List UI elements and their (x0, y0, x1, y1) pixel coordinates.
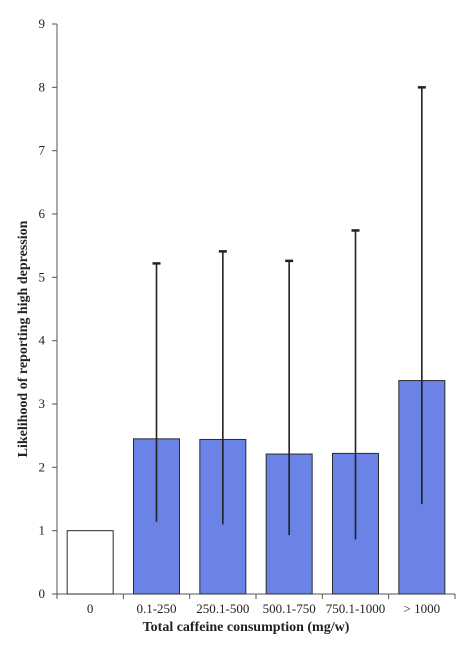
y-tick-label: 1 (39, 523, 46, 538)
y-tick-label: 0 (39, 586, 46, 601)
y-tick-label: 6 (39, 206, 46, 221)
y-tick-label: 9 (39, 16, 46, 31)
bar-0 (66, 530, 114, 595)
y-tick-label: 5 (39, 269, 46, 284)
y-tick-label: 8 (39, 79, 46, 94)
y-tick-label: 4 (39, 333, 46, 348)
y-axis: 0 1 2 3 4 5 6 7 8 9 (39, 16, 58, 601)
x-tick-label: 250.1-500 (196, 601, 249, 616)
y-tick-label: 7 (39, 143, 46, 158)
x-axis: 0 0.1-250 250.1-500 500.1-750 750.1-1000 > 10… (56, 593, 456, 616)
x-tick-label: 0.1-250 (136, 601, 176, 616)
x-tick-label: 750.1-1000 (326, 601, 386, 616)
x-tick-label: 0 (87, 601, 94, 616)
y-tick-label: 3 (39, 396, 46, 411)
x-tick-label: 500.1-750 (263, 601, 316, 616)
x-axis-title: Total caffeine consumption (mg/w) (143, 620, 350, 635)
x-tick-label: > 1000 (404, 601, 441, 616)
y-tick-label: 2 (39, 459, 46, 474)
error-bars (152, 86, 426, 540)
bars (66, 380, 446, 595)
y-axis-title: Likelihood of reporting high depression (16, 220, 31, 457)
